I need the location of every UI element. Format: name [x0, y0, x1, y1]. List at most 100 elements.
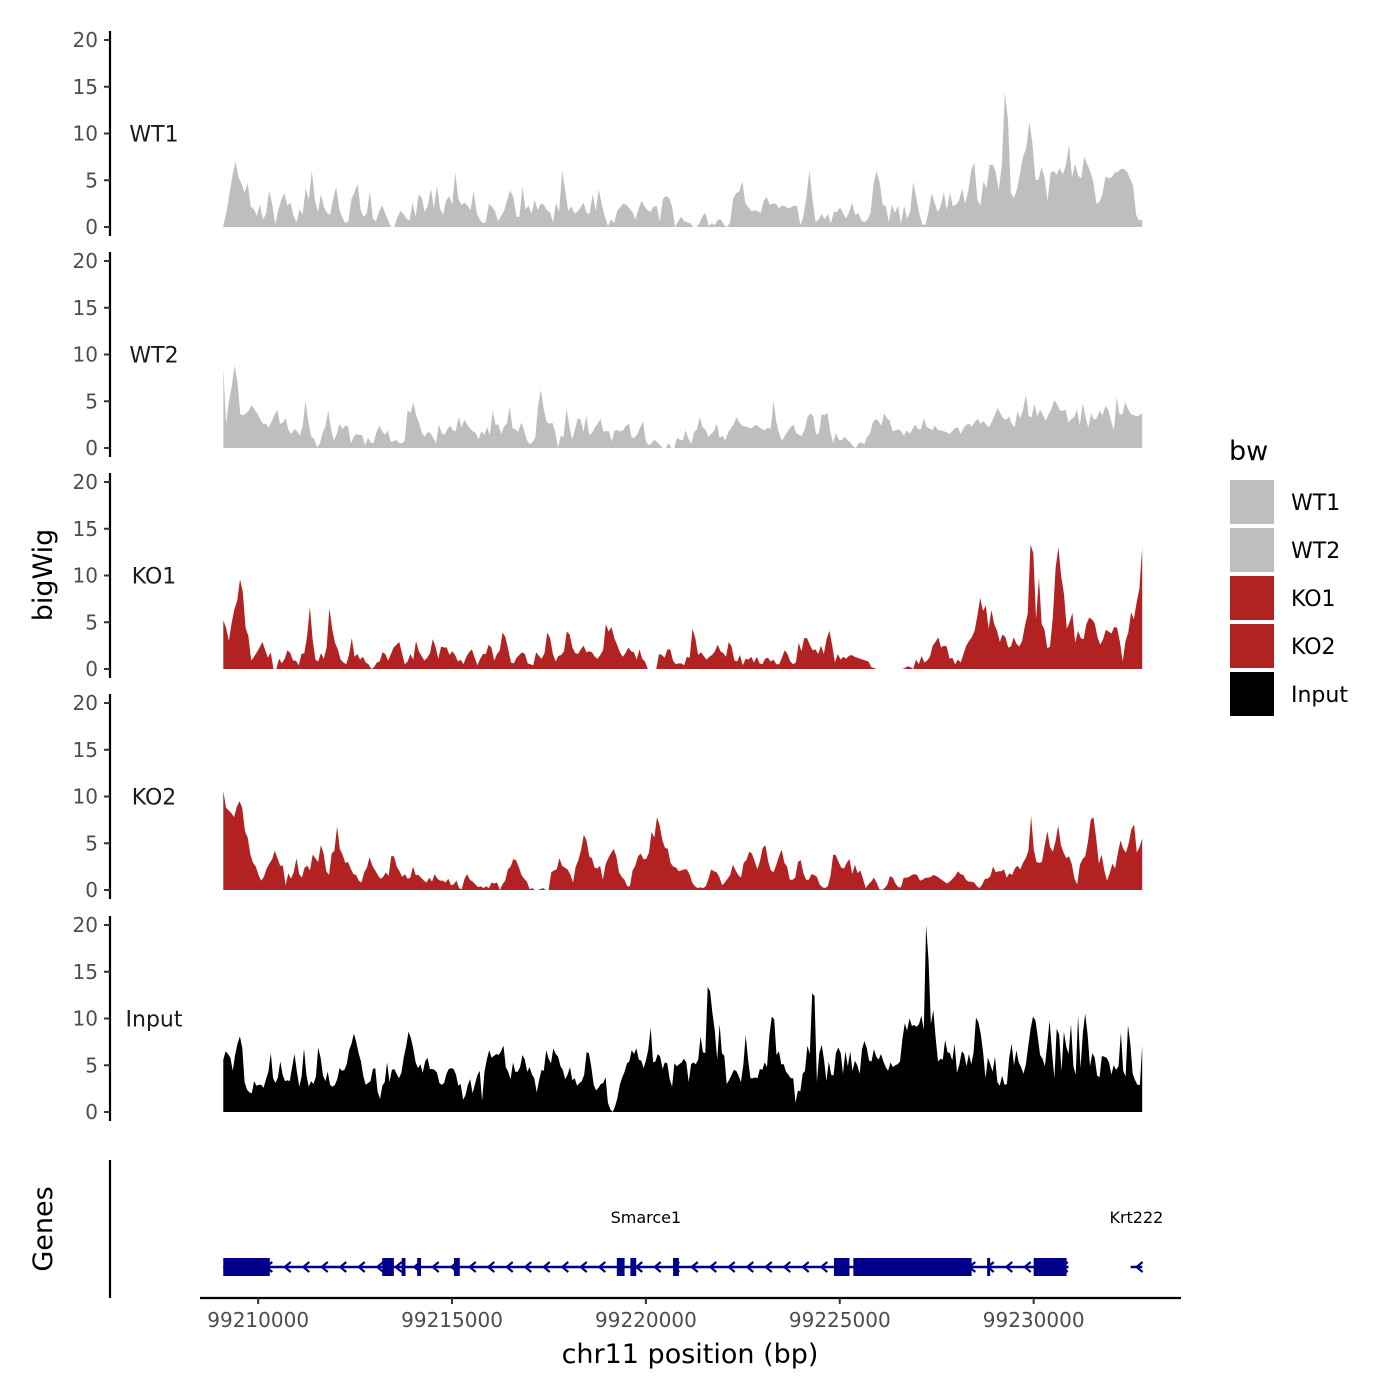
- strand-arrow: [782, 1261, 791, 1273]
- track-ko2: 0 5 10 15 20 KO2: [73, 691, 1143, 902]
- strand-arrow: [745, 1261, 754, 1273]
- gene-name-label: Smarce1: [611, 1208, 682, 1227]
- legend-key-ko1: [1230, 576, 1274, 620]
- y-tick-label: 20: [73, 249, 98, 273]
- strand-arrow: [690, 1261, 699, 1273]
- strand-arrow: [634, 1261, 643, 1273]
- track-wt2: 0 5 10 15 20 WT2: [73, 249, 1143, 460]
- gene-exon: [630, 1258, 637, 1276]
- gene-exon: [853, 1258, 972, 1276]
- legend-label-ko1: KO1: [1291, 587, 1336, 612]
- legend-label-wt2: WT2: [1291, 539, 1340, 564]
- strand-arrow: [1134, 1261, 1144, 1273]
- area-wt2: [223, 365, 1143, 448]
- y-tick-label: 10: [73, 122, 98, 146]
- strand-arrow: [283, 1261, 292, 1273]
- track-wt1: 0 5 10 15 20 WT1: [73, 28, 1143, 239]
- strand-arrow: [542, 1261, 551, 1273]
- gene-exon: [1033, 1258, 1067, 1276]
- gene-smarce1: Smarce1: [223, 1208, 1069, 1276]
- legend-key-input: [1230, 672, 1274, 716]
- legend: bw WT1 WT2 KO1 KO2 Input: [1229, 436, 1348, 716]
- gene-exon: [401, 1258, 406, 1276]
- track-label-ko2: KO2: [132, 786, 177, 811]
- genes-track-title: Genes: [28, 1186, 59, 1271]
- gene-exon: [833, 1258, 850, 1276]
- y-tick-label: 5: [85, 831, 98, 855]
- strand-arrow: [1023, 1261, 1032, 1273]
- track-label-wt2: WT2: [129, 344, 178, 369]
- gene-name-label: Krt222: [1109, 1208, 1163, 1227]
- strand-arrow: [801, 1261, 810, 1273]
- coverage-tracks: 0 5 10 15 20 WT1 0 5 10 15 20 WT2 0 5 10 15 20 KO1 0 5 10 15 2…: [73, 28, 1143, 1124]
- track-input: 0 5 10 15 20 Input: [73, 913, 1143, 1124]
- area-input: [223, 925, 1143, 1112]
- gene-krt222: Krt222: [1109, 1208, 1163, 1273]
- y-tick-label: 5: [85, 610, 98, 634]
- strand-arrow: [523, 1261, 532, 1273]
- gene-exon: [417, 1258, 422, 1276]
- strand-arrow: [375, 1261, 384, 1273]
- gene-track: Smarce1 Krt222: [108, 1160, 1163, 1298]
- area-ko1: [223, 544, 1143, 669]
- track-label-wt1: WT1: [129, 123, 178, 148]
- legend-title: bw: [1229, 436, 1268, 467]
- gene-exon: [616, 1258, 625, 1276]
- strand-arrow: [727, 1261, 736, 1273]
- y-tick-label: 20: [73, 28, 98, 52]
- gene-exon: [382, 1258, 394, 1276]
- strand-arrow: [468, 1261, 477, 1273]
- y-tick-label: 15: [73, 296, 98, 320]
- area-wt1: [223, 92, 1143, 228]
- legend-key-ko2: [1230, 624, 1274, 668]
- legend-label-wt1: WT1: [1291, 491, 1340, 516]
- y-tick-label: 5: [85, 1053, 98, 1077]
- y-tick-label: 10: [73, 343, 98, 367]
- y-tick-label: 20: [73, 913, 98, 937]
- strand-arrow: [320, 1261, 329, 1273]
- legend-label-ko2: KO2: [1291, 635, 1336, 660]
- gene-exon: [223, 1258, 270, 1276]
- legend-label-input: Input: [1291, 683, 1348, 708]
- track-ko1: 0 5 10 15 20 KO1: [73, 470, 1143, 681]
- legend-key-wt1: [1230, 480, 1274, 524]
- x-axis-title: chr11 position (bp): [562, 1339, 819, 1370]
- y-tick-label: 15: [73, 517, 98, 541]
- y-tick-label: 0: [85, 215, 98, 239]
- track-label-input: Input: [126, 1008, 183, 1033]
- strand-arrow: [819, 1261, 828, 1273]
- strand-arrow: [505, 1261, 514, 1273]
- y-tick-label: 10: [73, 785, 98, 809]
- y-tick-label: 5: [85, 389, 98, 413]
- x-tick-label: 99225000: [789, 1308, 891, 1332]
- x-tick-label: 99230000: [983, 1308, 1085, 1332]
- x-tick-label: 99210000: [207, 1308, 309, 1332]
- strand-arrow: [764, 1261, 773, 1273]
- y-tick-label: 0: [85, 657, 98, 681]
- gene-exon: [453, 1258, 460, 1276]
- y-tick-label: 5: [85, 168, 98, 192]
- strand-arrow: [1004, 1261, 1013, 1273]
- strand-arrow: [357, 1261, 366, 1273]
- strand-arrow: [579, 1261, 588, 1273]
- strand-arrow: [394, 1261, 403, 1273]
- x-tick-label: 99215000: [401, 1308, 503, 1332]
- strand-arrow: [301, 1261, 310, 1273]
- y-tick-label: 10: [73, 564, 98, 588]
- strand-arrow: [431, 1261, 440, 1273]
- track-label-ko1: KO1: [132, 565, 177, 590]
- y-tick-label: 0: [85, 878, 98, 902]
- y-tick-label: 20: [73, 470, 98, 494]
- gene-exon: [987, 1258, 991, 1276]
- y-tick-label: 15: [73, 75, 98, 99]
- y-tick-label: 10: [73, 1007, 98, 1031]
- strand-arrow: [560, 1261, 569, 1273]
- strand-arrow: [486, 1261, 495, 1273]
- area-ko2: [223, 790, 1143, 890]
- strand-arrow: [338, 1261, 347, 1273]
- y-tick-label: 0: [85, 436, 98, 460]
- x-axis: 99210000 99215000 99220000 99225000 99230000: [200, 1296, 1181, 1332]
- strand-arrow: [708, 1261, 717, 1273]
- gene-exon: [673, 1258, 679, 1276]
